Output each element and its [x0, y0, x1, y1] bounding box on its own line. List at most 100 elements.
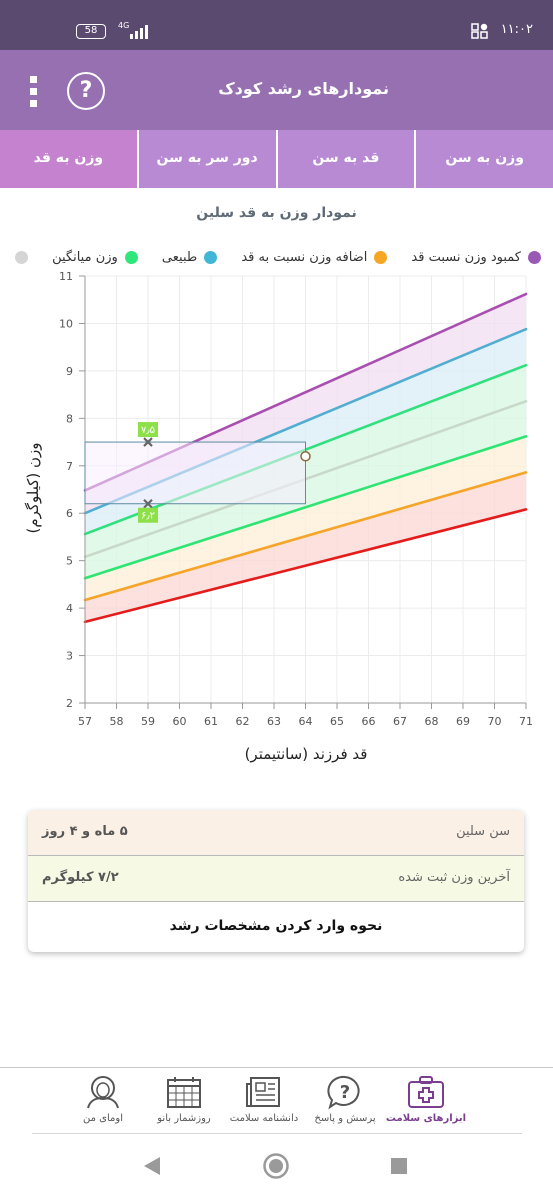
range-marker: ۷٫۵	[138, 422, 158, 447]
age-label: سن سلین	[456, 824, 510, 839]
series-line	[83, 435, 528, 580]
y-tick-label: 10	[59, 317, 73, 330]
more-vert-icon[interactable]	[26, 74, 42, 108]
series-line	[83, 508, 528, 624]
nav-label: اومای من	[83, 1113, 123, 1124]
weight-for-height-chart: 57 58 59 60 61 62 63 64 65 66 67 68 69 70 71 234567891…	[24, 270, 533, 763]
user-avatar-icon	[87, 1076, 119, 1109]
chart-band	[85, 472, 526, 622]
x-tick-label: 60	[173, 715, 187, 728]
range-marker-label: ۷٫۵	[141, 425, 155, 436]
age-row: سن سلین ۵ ماه و ۴ روز	[28, 810, 524, 856]
growth-entry-guide-button[interactable]: نحوه وارد کردن مشخصات رشد	[169, 918, 383, 934]
legend-label: طبیعی	[161, 249, 198, 265]
signal-icon: 4G	[118, 21, 148, 39]
x-tick-label: 64	[299, 715, 313, 728]
legend-dot	[124, 250, 138, 264]
nav-label: پرسش و پاسخ	[314, 1113, 376, 1124]
range-marker-label: ۶٫۲	[141, 511, 155, 522]
y-tick-labels: 2 3 4 5 6 7 8 9 10 11	[59, 270, 73, 710]
x-tick-label: 67	[393, 715, 407, 728]
tab-weight-for-height[interactable]: وزن به قد	[0, 130, 137, 188]
legend-item-underweight[interactable]: کمبود وزن نسبت قد	[411, 246, 541, 268]
nav-my-profile[interactable]: اومای من	[57, 1074, 149, 1124]
range-marker-badge	[138, 507, 158, 523]
back-triangle-icon[interactable]	[140, 1154, 164, 1178]
y-tick-label: 4	[66, 602, 73, 615]
svg-text:?: ?	[340, 1082, 350, 1103]
y-axis-label: وزن (کیلوگرم)	[24, 442, 42, 533]
last-weight-row: آخرین وزن ثبت شده ۷/۲ کیلوگرم	[28, 856, 524, 902]
range-marker-cross	[143, 498, 153, 509]
y-tick-label: 9	[66, 365, 73, 378]
y-tick-label: 6	[66, 507, 73, 520]
y-tick-label: 7	[66, 460, 73, 473]
age-value: ۵ ماه و ۴ روز	[42, 824, 128, 839]
status-bar: 58 4G ۱۱:۰۲	[0, 0, 553, 50]
system-nav-bar	[0, 1136, 553, 1200]
legend-label: وزن میانگین	[52, 249, 118, 265]
page-title: نمودارهای رشد کودک	[218, 79, 389, 98]
y-tick-label: 2	[66, 697, 73, 710]
chart-tabs: وزن به سن قد به سن دور سر به سن وزن به ق…	[0, 130, 553, 188]
bottom-nav: ابزارهای سلامت ? پرسش و پاسخ دانشنامه سل…	[0, 1067, 553, 1135]
nav-encyclopedia[interactable]: دانشنامه سلامت	[218, 1074, 310, 1124]
newspaper-icon	[246, 1077, 280, 1107]
x-tick-label: 63	[267, 715, 281, 728]
measurement-point	[300, 451, 311, 462]
nav-women-calendar[interactable]: روزشمار بانو	[138, 1074, 230, 1124]
legend-item-average[interactable]: وزن میانگین	[52, 246, 138, 268]
legend-item-overweight[interactable]: اضافه وزن نسبت به قد	[241, 246, 388, 268]
legend-dot	[15, 250, 28, 264]
x-tick-label: 58	[110, 715, 124, 728]
tab-height-for-age[interactable]: قد به سن	[275, 130, 415, 188]
legend-dot	[374, 250, 388, 264]
range-marker-cross	[143, 437, 153, 447]
tab-weight-for-age[interactable]: وزن به سن	[414, 130, 553, 188]
x-tick-label: 65	[330, 715, 344, 728]
legend-item-extra[interactable]	[8, 246, 28, 268]
measurement-range-box	[84, 441, 306, 505]
x-tick-label: 66	[362, 715, 376, 728]
chart-markers: ۷٫۵ ۶٫۲	[84, 422, 311, 523]
nav-label: دانشنامه سلامت	[229, 1113, 299, 1124]
x-tick-label: 68	[425, 715, 439, 728]
nav-health-tools[interactable]: ابزارهای سلامت	[380, 1074, 472, 1124]
x-tick-label: 69	[456, 715, 470, 728]
home-circle-icon[interactable]	[262, 1152, 290, 1180]
legend-dot	[528, 250, 541, 264]
legend-label: اضافه وزن نسبت به قد	[241, 249, 368, 265]
tab-head-circumference-for-age[interactable]: دور سر به سن	[136, 130, 276, 188]
y-tick-label: 11	[59, 270, 73, 283]
legend-label: کمبود وزن نسبت قد	[411, 249, 521, 265]
range-marker-badge	[138, 422, 158, 438]
chart-legend: کمبود وزن نسبت قد اضافه وزن نسبت به قد ط…	[8, 246, 541, 268]
last-weight-value: ۷/۲ کیلوگرم	[42, 870, 119, 885]
x-tick-labels: 57 58 59 60 61 62 63 64 65 66 67 68 69 70 71	[78, 715, 533, 728]
battery-icon: 58	[76, 24, 106, 39]
legend-dot	[204, 250, 218, 264]
question-circle-icon[interactable]: ?	[67, 72, 105, 110]
x-tick-label: 62	[236, 715, 250, 728]
series-line	[83, 471, 528, 602]
y-tick-label: 3	[66, 650, 73, 663]
divider	[32, 1133, 522, 1134]
clock: ۱۱:۰۲	[500, 22, 533, 37]
chart-title: نمودار وزن به قد سلین	[196, 205, 357, 221]
chart-band	[85, 436, 526, 601]
range-marker: ۶٫۲	[138, 498, 158, 523]
legend-item-normal[interactable]: طبیعی	[161, 246, 218, 268]
calendar-icon	[167, 1077, 201, 1108]
nav-label: ابزارهای سلامت	[385, 1113, 467, 1124]
growth-info-card: سن سلین ۵ ماه و ۴ روز آخرین وزن ثبت شده …	[28, 810, 524, 952]
recents-square-icon[interactable]	[389, 1156, 409, 1176]
last-weight-label: آخرین وزن ثبت شده	[398, 870, 510, 885]
x-axis-label: قد فرزند (سانتیمتر)	[245, 745, 368, 763]
x-tick-label: 70	[488, 715, 502, 728]
x-tick-label: 61	[204, 715, 218, 728]
y-tick-label: 5	[66, 555, 73, 568]
nav-questions[interactable]: ? پرسش و پاسخ	[299, 1074, 391, 1124]
x-tick-label: 59	[141, 715, 155, 728]
app-bar: ? نمودارهای رشد کودک	[0, 50, 553, 130]
x-tick-label: 71	[519, 715, 533, 728]
